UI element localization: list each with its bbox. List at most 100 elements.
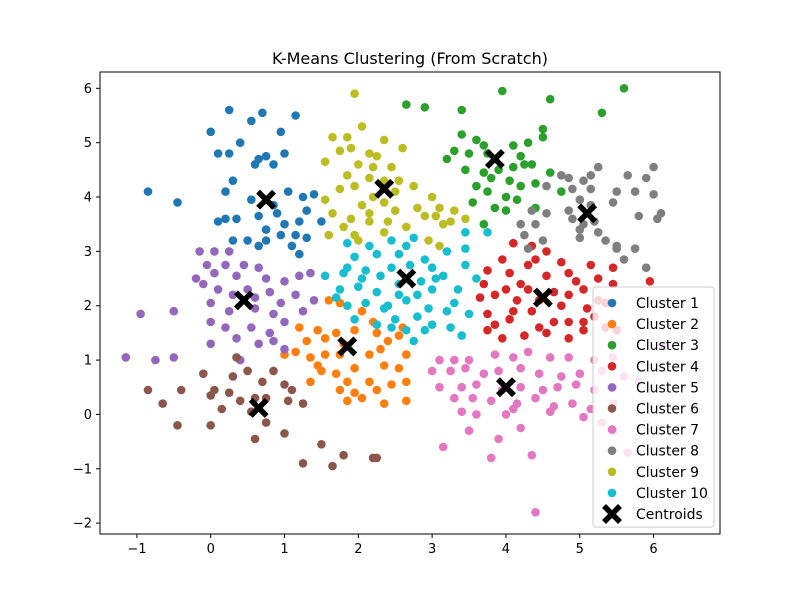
- data-point-cluster-7: [545, 353, 555, 362]
- data-point-cluster-4: [483, 266, 492, 275]
- data-point-cluster-5: [213, 285, 223, 294]
- legend-marker: [607, 298, 617, 308]
- data-point-cluster-7: [486, 396, 496, 406]
- data-point-cluster-1: [276, 127, 286, 137]
- data-point-cluster-10: [387, 323, 396, 332]
- data-point-cluster-6: [232, 353, 241, 362]
- data-point-cluster-10: [461, 228, 470, 237]
- data-point-cluster-6: [269, 366, 278, 376]
- data-point-cluster-6: [339, 450, 348, 460]
- legend-label: Cluster 1: [636, 296, 699, 312]
- data-point-cluster-5: [276, 298, 286, 308]
- data-point-cluster-6: [217, 404, 227, 414]
- legend-box: [592, 286, 715, 528]
- data-point-cluster-10: [420, 325, 430, 335]
- data-point-cluster-5: [247, 323, 256, 332]
- data-point-cluster-1: [291, 111, 300, 120]
- data-point-cluster-1: [272, 209, 282, 218]
- data-point-cluster-3: [468, 198, 478, 207]
- legend-label: Cluster 6: [636, 402, 699, 418]
- data-point-cluster-9: [461, 214, 470, 224]
- data-point-cluster-3: [512, 195, 522, 204]
- data-point-cluster-7: [461, 363, 470, 373]
- data-point-cluster-5: [191, 274, 201, 283]
- data-point-cluster-6: [206, 421, 215, 430]
- data-point-cluster-10: [402, 296, 411, 305]
- data-point-cluster-7: [564, 353, 573, 362]
- data-point-cluster-2: [372, 385, 382, 395]
- data-point-cluster-4: [505, 268, 514, 278]
- data-point-cluster-2: [331, 328, 341, 338]
- data-point-cluster-1: [228, 176, 238, 185]
- data-point-cluster-5: [254, 263, 263, 273]
- data-point-cluster-10: [442, 247, 452, 256]
- legend-marker: [607, 425, 617, 434]
- data-point-cluster-6: [258, 377, 267, 387]
- data-point-cluster-7: [435, 382, 444, 392]
- data-point-cluster-5: [228, 290, 238, 300]
- data-point-cluster-3: [557, 187, 566, 196]
- data-point-cluster-10: [335, 285, 345, 294]
- data-point-cluster-8: [641, 173, 651, 183]
- data-point-cluster-3: [461, 165, 470, 175]
- data-point-cluster-8: [523, 244, 533, 253]
- data-point-cluster-9: [390, 187, 400, 196]
- data-point-cluster-8: [516, 219, 525, 229]
- data-point-cluster-4: [531, 255, 540, 264]
- data-point-cluster-5: [280, 344, 289, 354]
- data-point-cluster-9: [328, 132, 337, 142]
- data-point-cluster-3: [545, 94, 555, 104]
- data-point-cluster-10: [339, 268, 348, 278]
- data-point-cluster-9: [346, 143, 356, 153]
- data-point-cluster-10: [387, 263, 396, 273]
- data-point-cluster-9: [350, 89, 359, 98]
- data-point-cluster-8: [564, 206, 573, 215]
- data-point-cluster-5: [221, 260, 230, 270]
- data-point-cluster-8: [579, 176, 588, 185]
- data-point-cluster-9: [354, 236, 363, 245]
- data-point-cluster-9: [435, 241, 444, 251]
- x-tick-label: 3: [428, 542, 436, 557]
- data-point-cluster-7: [545, 407, 555, 417]
- legend-label: Cluster 2: [636, 317, 699, 333]
- data-point-cluster-1: [250, 160, 260, 169]
- data-point-cluster-5: [309, 296, 319, 305]
- plot-frame: [99, 71, 721, 535]
- data-point-cluster-5: [232, 334, 241, 343]
- data-point-cluster-9: [335, 184, 345, 194]
- data-point-cluster-9: [343, 171, 352, 180]
- data-point-cluster-10: [409, 336, 419, 346]
- data-point-cluster-6: [298, 399, 308, 408]
- data-point-cluster-3: [483, 187, 492, 196]
- y-tick-label: 2: [84, 299, 92, 314]
- data-point-cluster-10: [357, 274, 367, 283]
- data-point-cluster-9: [339, 222, 348, 232]
- data-point-cluster-1: [224, 105, 234, 115]
- data-point-cluster-3: [486, 173, 496, 183]
- data-point-cluster-8: [557, 171, 566, 180]
- data-point-cluster-10: [405, 260, 415, 270]
- data-point-cluster-4: [505, 315, 514, 324]
- data-point-cluster-9: [343, 132, 352, 142]
- y-tick-label: 1: [84, 354, 92, 369]
- data-point-cluster-4: [608, 279, 618, 289]
- x-tick-label: 2: [354, 542, 362, 557]
- data-point-cluster-10: [394, 249, 404, 259]
- data-point-cluster-5: [206, 317, 215, 327]
- data-point-cluster-3: [479, 168, 489, 177]
- data-point-cluster-8: [564, 173, 573, 183]
- data-point-cluster-4: [593, 274, 603, 283]
- data-point-cluster-7: [527, 450, 537, 460]
- data-point-cluster-3: [479, 219, 489, 229]
- data-point-cluster-9: [335, 146, 345, 156]
- data-point-cluster-7: [534, 369, 544, 379]
- data-point-cluster-6: [143, 385, 153, 395]
- centroid-marker: [396, 268, 417, 289]
- data-point-cluster-5: [224, 247, 234, 256]
- data-point-cluster-7: [427, 366, 437, 376]
- data-point-cluster-9: [354, 160, 363, 169]
- data-point-cluster-7: [531, 508, 540, 517]
- legend-marker: [607, 319, 617, 329]
- data-point-cluster-7: [468, 393, 478, 403]
